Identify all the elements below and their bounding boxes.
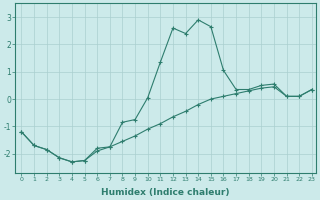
X-axis label: Humidex (Indice chaleur): Humidex (Indice chaleur): [101, 188, 230, 197]
